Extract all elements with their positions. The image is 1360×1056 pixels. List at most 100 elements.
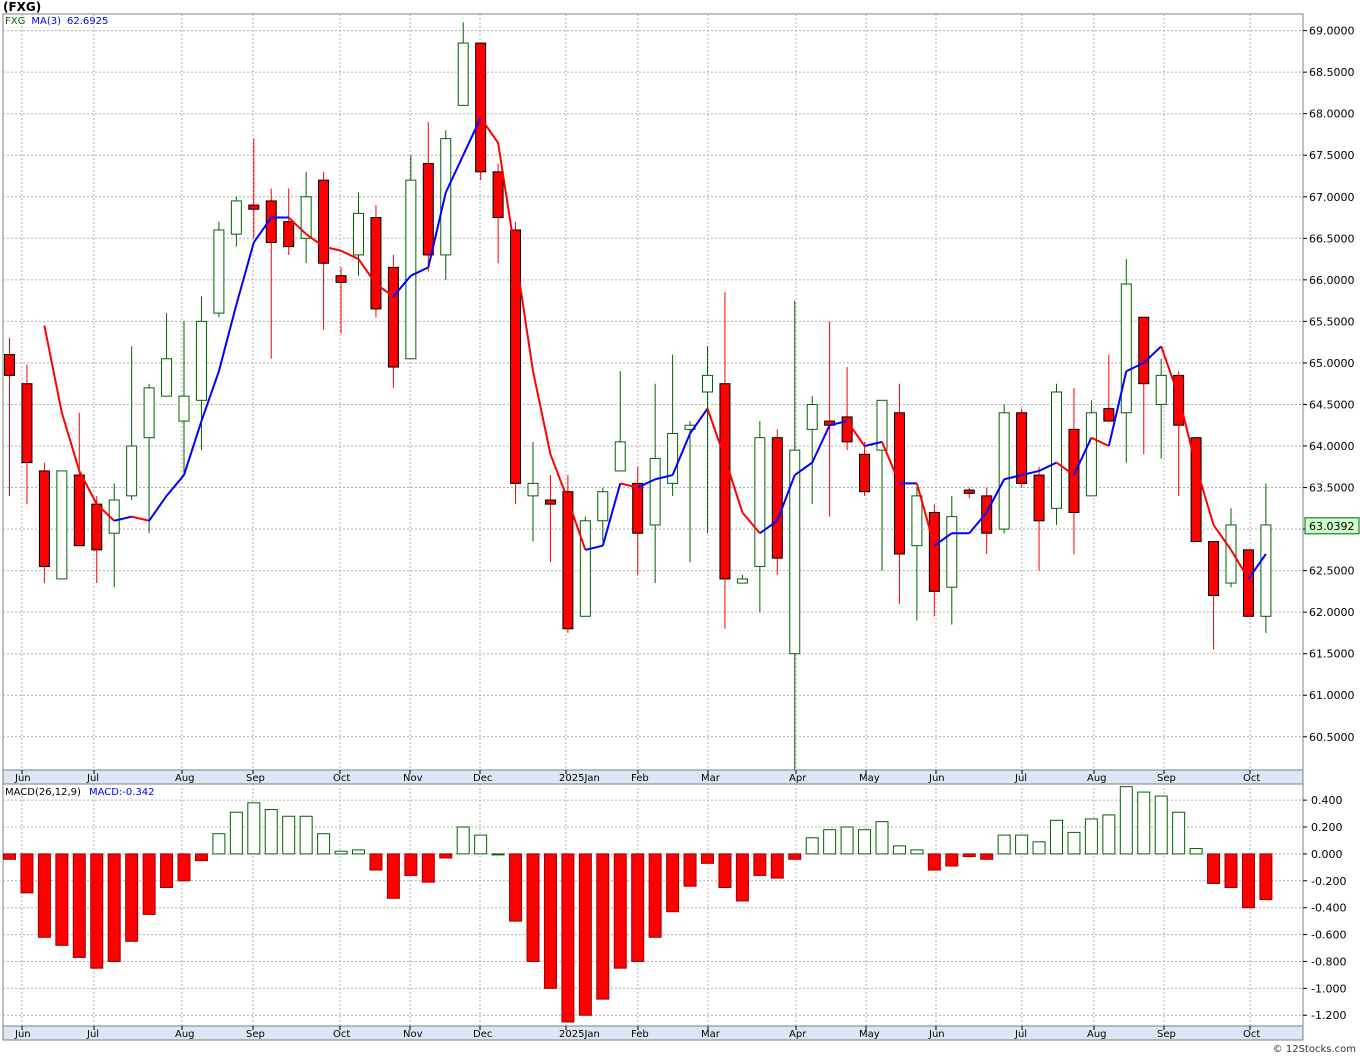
macd-y-tick-label: -0.800 — [1311, 955, 1346, 968]
macd-bar — [858, 829, 872, 855]
price-x-tick-label: 2025Jan — [559, 773, 600, 784]
macd-bar — [1172, 811, 1186, 855]
candle — [754, 421, 766, 613]
ma-line-segment — [532, 371, 552, 455]
ma-line-segment — [1107, 371, 1128, 447]
candle — [1242, 549, 1254, 617]
ma-line-segment — [811, 424, 831, 464]
candle-body — [510, 229, 522, 484]
macd-bar — [543, 853, 557, 989]
macd-bar — [421, 853, 435, 883]
candle — [998, 404, 1010, 534]
price-x-axis — [2, 769, 1304, 785]
ma-line-segment — [620, 482, 638, 489]
candle — [475, 42, 487, 181]
ma-line-segment — [654, 474, 673, 481]
macd-x-tick-label: Jun — [14, 1029, 31, 1040]
candle — [300, 171, 312, 264]
candle — [1085, 400, 1097, 497]
macd-x-tick-label: Jul — [86, 1029, 99, 1040]
macd-bar — [1207, 853, 1221, 884]
macd-bar — [980, 853, 994, 860]
ma-line-segment — [1003, 474, 1022, 481]
price-y-tick-label: 67.0000 — [1309, 191, 1355, 204]
candle-body — [789, 449, 801, 655]
ma-line-segment — [200, 370, 220, 422]
candle — [4, 338, 15, 496]
price-panel: 69.0000 68.5000 68.0000 67.5000 67.0000 66.50… — [2, 13, 1360, 785]
ma-line-segment — [514, 254, 534, 372]
candle-body — [387, 266, 399, 368]
candle — [143, 383, 155, 534]
macd-bar — [945, 853, 959, 867]
macd-x-tick-label: Aug — [175, 1029, 195, 1040]
macd-bar — [264, 809, 278, 855]
macd-bar — [892, 845, 906, 855]
macd-bar — [317, 833, 331, 855]
macd-bar — [805, 837, 819, 855]
candle — [161, 313, 173, 397]
candle — [283, 188, 295, 255]
chart-title: (FXG) — [3, 0, 42, 14]
candle-body — [614, 441, 626, 472]
ma-line-segment — [706, 408, 726, 459]
ma-line-segment — [217, 304, 238, 372]
ma-line-segment — [357, 258, 377, 285]
candle-body — [527, 482, 539, 497]
macd-bar — [1189, 848, 1203, 855]
ma-line-segment — [637, 478, 656, 489]
macd-legend: MACD(26,12,9) MACD:-0.342 — [5, 787, 155, 798]
macd-bar — [509, 853, 523, 922]
ma-line-segment — [671, 433, 691, 476]
candle-body — [38, 470, 50, 567]
ma-line-segment — [165, 474, 185, 497]
macd-bar — [125, 853, 139, 942]
candle — [422, 122, 434, 272]
macd-x-tick-label: May — [859, 1029, 880, 1040]
candle-body — [946, 516, 958, 588]
ma-line-segment — [585, 544, 604, 551]
candle-body — [632, 482, 644, 534]
macd-bar — [299, 815, 313, 855]
candle — [963, 487, 975, 499]
candle — [73, 412, 85, 547]
macd-x-tick-label: Feb — [631, 1029, 649, 1040]
macd-bar — [456, 826, 470, 855]
candle — [248, 138, 260, 239]
macd-bar — [160, 853, 174, 889]
price-y-tick-label: 69.0000 — [1309, 25, 1355, 38]
price-y-tick-label: 68.5000 — [1309, 66, 1355, 79]
candle — [457, 22, 469, 106]
macd-y-tick-label: -0.400 — [1311, 902, 1346, 915]
price-x-tick-label: Mar — [701, 773, 721, 784]
macd-bar — [1015, 834, 1029, 855]
ma-line-segment — [864, 440, 883, 447]
price-x-tick-label: Dec — [473, 773, 492, 784]
candle — [614, 371, 626, 472]
macd-bar — [142, 853, 156, 915]
macd-x-tick-label: Dec — [473, 1029, 492, 1040]
macd-x-tick-label: Jun — [928, 1029, 945, 1040]
macd-bar — [247, 802, 261, 855]
macd-bar — [334, 850, 348, 855]
candle-body — [300, 196, 312, 239]
ma-line-segment — [1073, 437, 1093, 476]
ma-line-segment — [759, 519, 778, 535]
candle-body — [1225, 524, 1237, 584]
candle — [667, 354, 679, 496]
macd-bar — [491, 853, 505, 856]
candle — [21, 364, 33, 505]
candle-body — [876, 399, 888, 451]
macd-bar — [72, 853, 86, 958]
candle-body — [1138, 316, 1150, 385]
macd-bar — [735, 853, 749, 902]
macd-bar — [1154, 795, 1168, 855]
candle — [1103, 354, 1115, 422]
macd-bar — [1067, 831, 1081, 855]
candle-body — [1051, 391, 1062, 509]
candle-body — [370, 217, 382, 310]
candle-body — [457, 42, 469, 106]
candle — [1260, 483, 1272, 633]
macd-bar — [753, 853, 767, 876]
ma-line-segment — [340, 249, 359, 260]
